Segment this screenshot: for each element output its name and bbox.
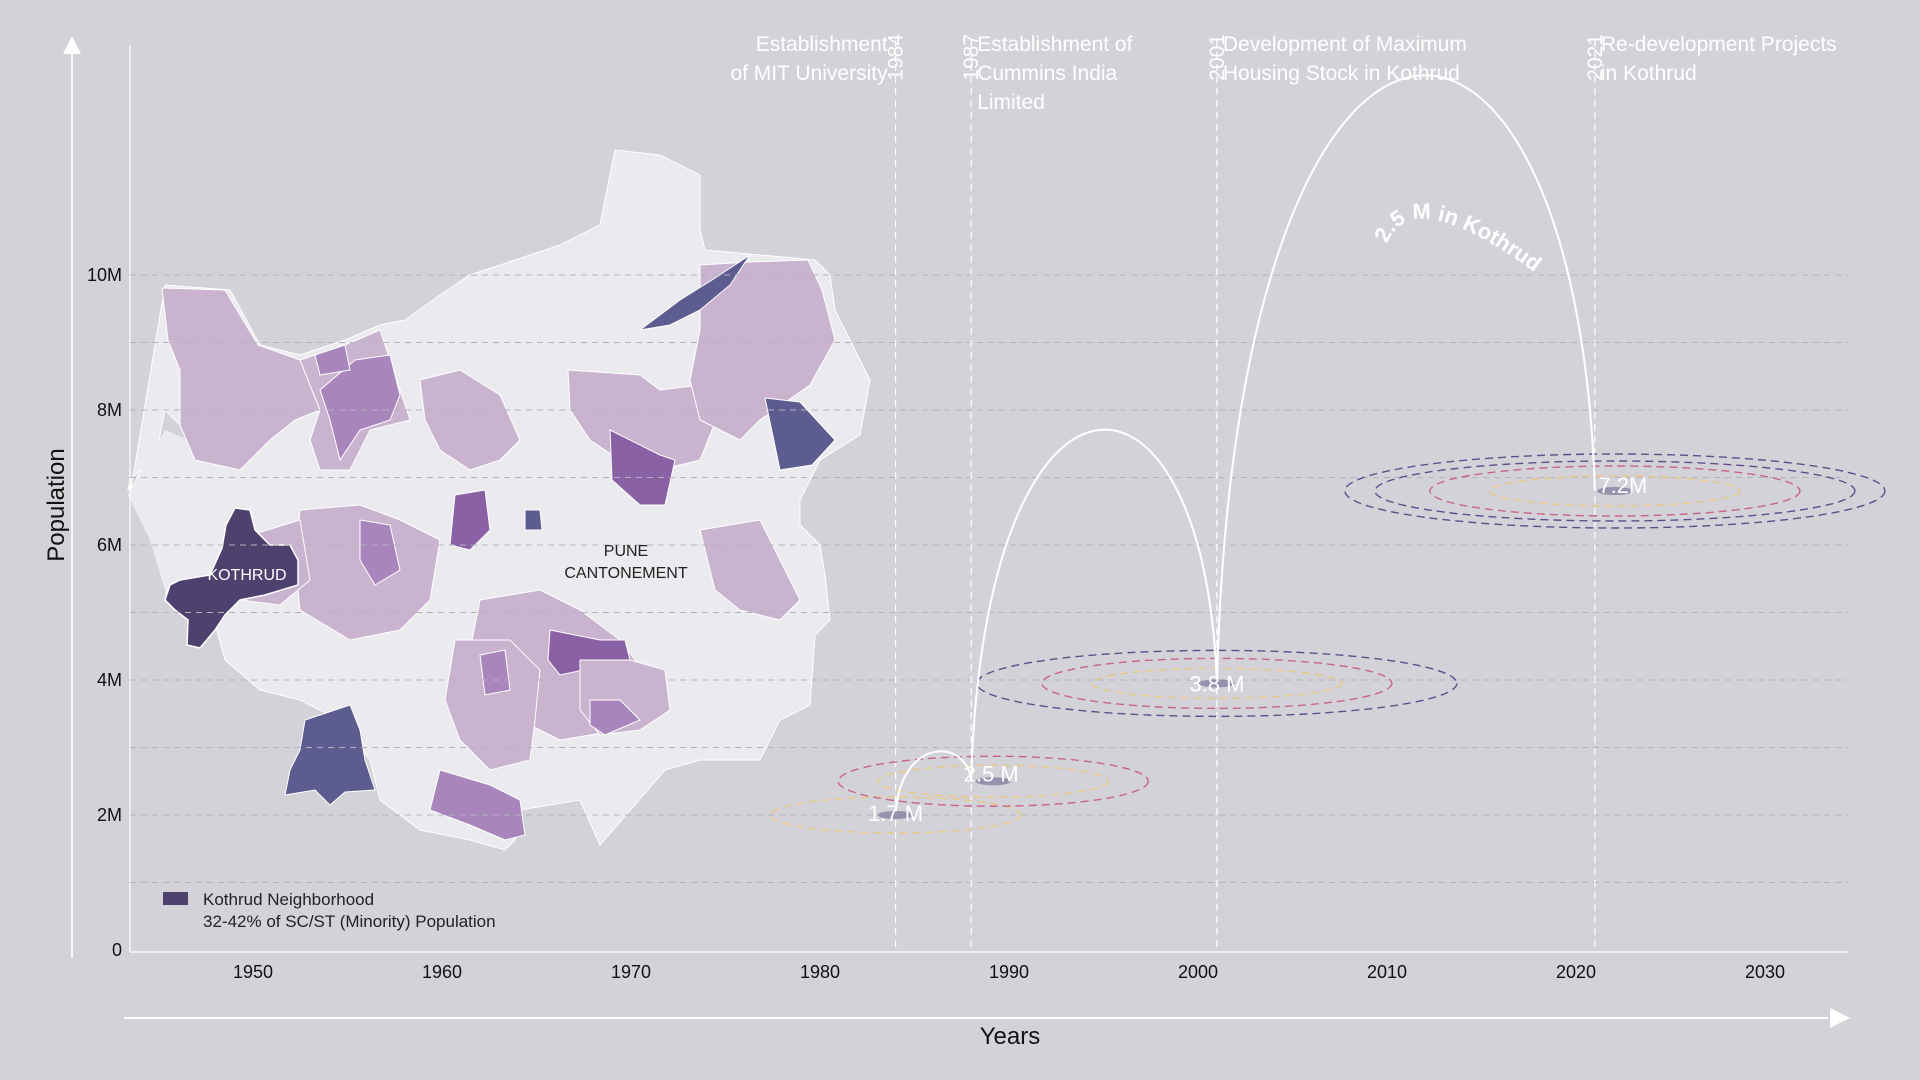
event-description: Housing Stock in Kothrud [1223, 62, 1460, 85]
map-north-ward-2 [314, 344, 351, 376]
event-description: Development of Maximum [1223, 33, 1467, 56]
growth-arcs: 2.5 M in Kothrud [894, 74, 1596, 816]
map-north-ward [319, 354, 401, 462]
legend-line1: Kothrud Neighborhood [203, 890, 374, 909]
cantonment-label-line2: CANTONEMENT [564, 565, 687, 582]
x-tick-label: 2030 [1745, 962, 1785, 982]
y-axis-title: Population [43, 448, 70, 561]
population-ring [1489, 475, 1741, 507]
event-year-label: 1984 [885, 34, 908, 81]
map-center-ward-2 [449, 489, 491, 551]
population-point [1198, 679, 1235, 688]
population-value-label: 2.5 M [964, 761, 1019, 786]
map-center-left-2 [359, 519, 401, 586]
y-tick-label: 6M [97, 535, 122, 555]
arc-annotation: 2.5 M in Kothrud [1369, 199, 1546, 277]
event-description: Establishment [756, 33, 888, 56]
map-south-blue [284, 704, 376, 806]
x-tick-label: 1990 [989, 962, 1029, 982]
map-south-2 [589, 699, 641, 736]
population-ring [1374, 460, 1856, 522]
population-points: 1.7 M 2.5 M 3.8 M 7.2M [868, 473, 1647, 826]
population-point [975, 777, 1012, 786]
y-axis-arrow-head [63, 36, 81, 54]
map-south-center [444, 639, 541, 771]
pune-ward-map [127, 149, 871, 851]
x-axis-title: Years [980, 1023, 1041, 1050]
event-description: Establishment of [977, 33, 1132, 56]
population-ring [877, 764, 1109, 798]
y-tick-label: 2M [97, 805, 122, 825]
event-description: in Kothrud [1601, 62, 1697, 85]
kothrud-label: KOTHRUD [207, 567, 286, 584]
growth-arc [894, 750, 973, 816]
y-tick-label: 10M [87, 265, 122, 285]
map-south-3 [479, 649, 511, 696]
population-point [1596, 487, 1633, 495]
map-ne-blue [639, 254, 751, 331]
grid [130, 274, 1848, 883]
population-ring [1429, 465, 1801, 517]
legend-line2: 32-42% of SC/ST (Minority) Population [203, 912, 496, 931]
map-north-center [419, 369, 521, 471]
population-ring [1344, 453, 1886, 529]
population-ring [837, 755, 1149, 807]
growth-arc [1215, 74, 1596, 684]
x-tick-label: 1980 [800, 962, 840, 982]
event-description: of MIT University [730, 62, 888, 85]
cantonment-label-line1: PUNE [604, 543, 648, 560]
y-tick-label: 4M [97, 670, 122, 690]
x-axis-arrow-head [1830, 1008, 1850, 1028]
population-rings [769, 453, 1886, 834]
population-point [877, 811, 914, 819]
x-tick-label: 2000 [1178, 962, 1218, 982]
map-center-ward [609, 429, 676, 506]
map-small-blue [524, 509, 543, 531]
arc-annotation-text: 2.5 M in Kothrud [1369, 199, 1546, 277]
y-tick-label: 8M [97, 400, 122, 420]
x-tick-label: 1950 [233, 962, 273, 982]
growth-arc [970, 428, 1218, 782]
event-description: Limited [977, 91, 1045, 114]
event-description: Cummins India [977, 62, 1117, 85]
x-tick-label: 1960 [422, 962, 462, 982]
x-tick-label: 1970 [611, 962, 651, 982]
x-tick-label: 2020 [1556, 962, 1596, 982]
map-south [429, 769, 526, 841]
population-value-label: 1.7 M [868, 801, 923, 826]
event-description: Re-development Projects [1601, 33, 1837, 56]
population-value-label: 7.2M [1598, 473, 1647, 498]
x-tick-label: 2010 [1367, 962, 1407, 982]
map-north-ne [567, 369, 721, 471]
event-year-label: 1987 [960, 34, 983, 81]
population-ring [769, 796, 1022, 834]
axes: 0 2M 4M 6M 8M 10M 1950 1960 1970 1980 1990 2000 2010… [43, 36, 1850, 1050]
legend-swatch [163, 892, 188, 905]
population-ring [976, 649, 1458, 718]
map-east-blue [764, 397, 836, 471]
population-value-label: 3.8 M [1189, 671, 1244, 696]
event-year-label: 2021 [1584, 34, 1607, 81]
map-northwest [161, 287, 321, 471]
event-year-label: 2001 [1206, 34, 1229, 81]
y-tick-label: 0 [112, 940, 122, 960]
